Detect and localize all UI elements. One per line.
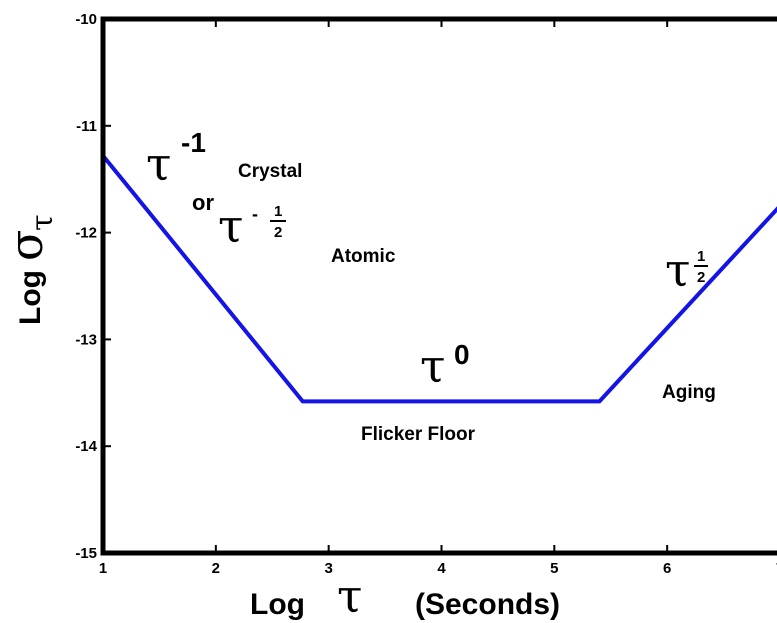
atomic-slope-den: 2: [274, 224, 282, 241]
aging-slope-base: τ: [665, 243, 690, 297]
y-tick-label: -10: [75, 11, 97, 28]
x-tick-label: 2: [212, 560, 220, 577]
data-line-series-1: [101, 154, 777, 404]
x-tick-label: 7: [776, 560, 777, 577]
y-tick-label: -13: [75, 331, 97, 348]
or-label: or: [192, 190, 214, 215]
plot-frame: [100, 16, 777, 556]
x-axis-word: Log: [250, 588, 305, 621]
y-axis-symbol: σ: [0, 230, 53, 261]
aging-slope-label: τ 1 2: [665, 243, 708, 297]
flicker-floor-label: Flicker Floor: [361, 424, 476, 445]
atomic-slope-sign: -: [252, 204, 258, 224]
flat-slope-base: τ: [420, 339, 445, 393]
atomic-label: Atomic: [331, 246, 396, 267]
crystal-slope-label: τ -1: [146, 127, 206, 191]
y-axis-subscript: τ: [25, 214, 60, 231]
y-axis-word: Log: [14, 270, 47, 325]
x-axis-unit: (Seconds): [415, 588, 560, 621]
x-axis-title: Log τ (Seconds): [250, 569, 560, 623]
y-tick-label: -14: [75, 438, 97, 455]
y-tick-label: -11: [76, 118, 97, 135]
x-tick-label: 5: [550, 560, 558, 577]
atomic-slope-base: τ: [218, 199, 243, 253]
flat-slope-exponent: 0: [454, 339, 470, 370]
crystal-label: Crystal: [238, 161, 302, 182]
x-tick-label: 6: [663, 560, 671, 577]
x-tick-label: 1: [99, 560, 107, 577]
crystal-slope-base: τ: [146, 137, 171, 191]
y-tick-label: -12: [75, 225, 97, 242]
aging-slope-den: 2: [697, 269, 705, 286]
atomic-slope-num: 1: [274, 203, 282, 220]
x-tick-label: 4: [437, 560, 446, 577]
crystal-slope-exponent: -1: [181, 127, 206, 158]
aging-label: Aging: [662, 382, 716, 403]
aging-slope-num: 1: [697, 248, 705, 265]
y-tick-label: -15: [75, 545, 97, 562]
x-axis-symbol: τ: [337, 569, 362, 623]
x-tick-label: 3: [324, 560, 332, 577]
flat-slope-label: τ 0: [420, 339, 470, 393]
tick-labels: 1234567-10-11-12-13-14-15: [75, 11, 777, 577]
y-axis-title: Log σ τ: [0, 214, 60, 325]
atomic-slope-label: τ - 1 2: [218, 199, 286, 253]
